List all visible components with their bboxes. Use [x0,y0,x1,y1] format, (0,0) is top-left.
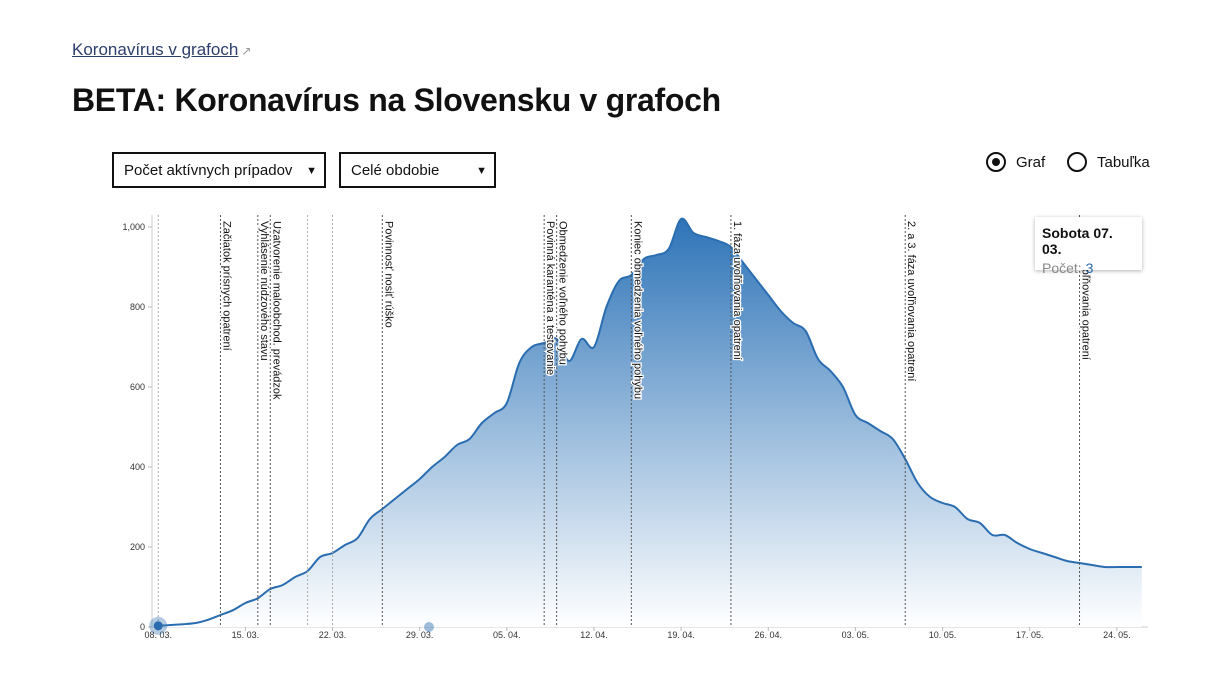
y-tick-label: 200 [130,542,145,552]
annotation-label: Uzatvorenie maloobchod. prevádzok [270,221,282,400]
series-line [158,217,1142,627]
tooltip-row: Počet: 3 [1042,260,1135,276]
x-tick-label: 10. 05. [929,630,957,640]
view-table-label: Tabuľka [1097,153,1150,171]
metric-select-value: Počet aktívnych prípadov [124,162,293,179]
annotation-label: 2. a 3. fáza uvoľňovania opatrení [905,221,917,381]
breadcrumb-link[interactable]: Koronavírus v grafoch ↗ [72,40,251,60]
radio-unselected-icon [1067,152,1087,172]
scrub-handle [424,622,434,632]
x-tick-label: 24. 05. [1103,630,1131,640]
view-graph-radio[interactable]: Graf [986,152,1045,172]
x-tick-label: 17. 05. [1016,630,1044,640]
metric-select[interactable]: Počet aktívnych prípadov ▼ [112,152,326,188]
annotation-label: Začiatok prísnych opatrení [220,221,232,351]
external-link-icon: ↗ [241,44,252,58]
page-title: BETA: Koronavírus na Slovensku v grafoch [72,82,721,118]
annotation-label: Obmedzenie voľného pohybu [557,221,569,365]
period-select[interactable]: Celé obdobie ▼ [339,152,496,188]
view-graph-label: Graf [1016,153,1046,171]
annotation-label: Povinná karanténa a testovanie [544,221,556,375]
y-tick-label: 400 [130,462,145,472]
y-tick-label: 1,000 [122,222,145,232]
x-tick-label: 08. 03. [144,630,172,640]
chart-tooltip: Sobota 07. 03. Počet: 3 [1035,217,1142,276]
x-tick-label: 19. 04. [667,630,695,640]
tooltip-date: Sobota 07. 03. [1042,225,1113,257]
x-tick-label: 12. 04. [580,630,608,640]
highlight-point [153,621,163,631]
y-tick-label: 800 [130,302,145,312]
dropdown-arrow-icon: ▼ [476,165,487,177]
x-tick-label: 15. 03. [232,630,260,640]
tooltip-label: Počet: [1042,260,1082,276]
x-tick-label: 26. 04. [755,630,783,640]
annotation-label: Povinnosť nosiť rúško [382,221,394,328]
period-select-value: Celé obdobie [351,162,440,179]
annotation-label: 1. fáza uvoľňovania opatrení [731,221,743,360]
x-tick-label: 29. 03. [406,630,434,640]
y-tick-label: 0 [140,622,145,632]
breadcrumb-label[interactable]: Koronavírus v grafoch [72,40,239,59]
view-table-radio[interactable]: Tabuľka [1067,152,1150,172]
dropdown-arrow-icon: ▼ [306,165,317,177]
x-tick-label: 22. 03. [319,630,347,640]
tooltip-value: 3 [1085,260,1094,276]
x-tick-label: 03. 05. [842,630,870,640]
annotation-label: Vyhlásenie núdzového stavu [258,221,270,361]
y-tick-label: 600 [130,382,145,392]
x-tick-label: 05. 04. [493,630,521,640]
annotation-label: Koniec obmedzenia voľného pohybu [631,221,643,399]
radio-selected-icon [986,152,1006,172]
area-fill [158,218,1142,627]
